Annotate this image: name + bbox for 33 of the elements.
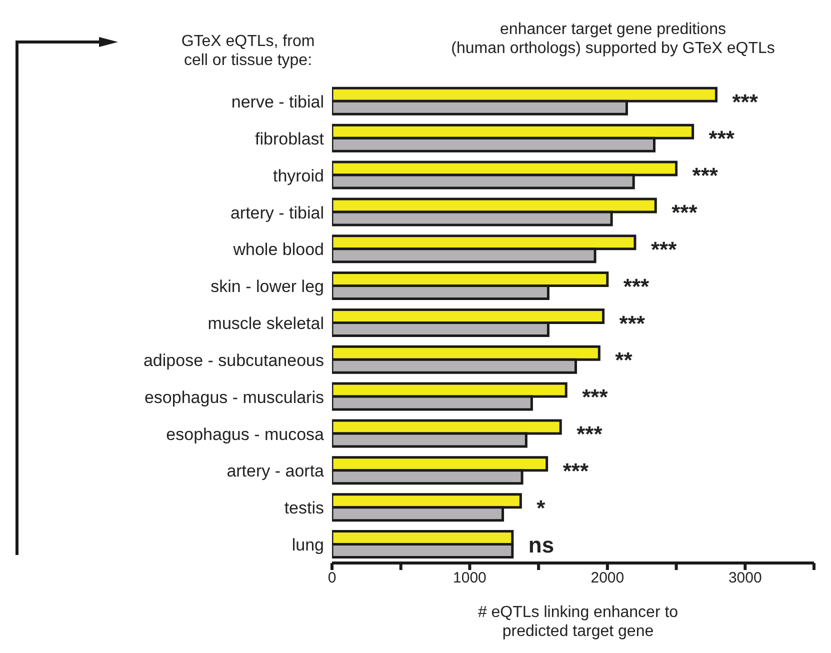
y-tick-label: artery - tibial (230, 203, 324, 222)
annotation: *** (576, 422, 603, 447)
y-tick-label: whole blood (232, 240, 324, 260)
annotation: *** (672, 200, 698, 226)
y-tick-label: adipose - subcutaneous (143, 350, 324, 370)
annotation: ns (528, 532, 554, 558)
y-axis-title: GTeX eQTLs, from cell or tissue type: (180, 32, 316, 70)
annotation: *** (619, 310, 646, 336)
y-tick-label: thyroid (272, 166, 324, 186)
y-tick-label: esophagus - muscularis (144, 388, 324, 407)
x-tick-label: 3000 (728, 570, 762, 587)
annotation: * (536, 495, 546, 520)
annotation: *** (562, 458, 589, 484)
y-tick-label: esophagus - mucosa (166, 424, 325, 444)
y-tick-label: testis (284, 498, 324, 518)
annotation: *** (623, 274, 650, 299)
annotation: *** (708, 126, 735, 152)
annotation: *** (732, 89, 758, 114)
annotation: *** (582, 384, 608, 410)
y-tick-label: lung (292, 536, 324, 555)
x-tick-label: 1000 (453, 570, 486, 587)
annotation: *** (650, 236, 678, 262)
y-tick-label: nerve - tibial (231, 92, 324, 112)
x-axis-title: # eQTLs linking enhancer to predicted target gene (476, 603, 680, 641)
y-tick-label: fibroblast (255, 129, 324, 148)
annotation: ** (615, 348, 633, 373)
y-tick-label: skin - lower leg (210, 277, 324, 296)
y-tick-label: muscle skeletal (208, 314, 324, 334)
x-tick-label: 2000 (590, 570, 624, 587)
y-tick-label: artery - aorta (226, 462, 325, 481)
annotation: *** (692, 163, 718, 188)
x-tick-label: 0 (328, 570, 336, 587)
chart-title: enhancer target gene preditions (human orthologs) supported by GTeX eQTLs (450, 20, 776, 58)
